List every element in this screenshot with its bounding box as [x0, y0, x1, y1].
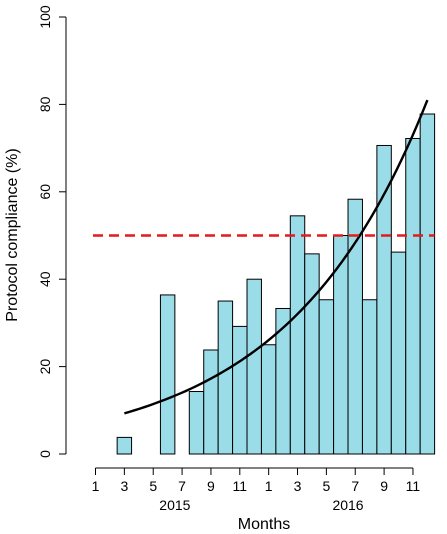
bar [419, 113, 436, 455]
y-tick-label: 100 [37, 5, 53, 29]
bar [246, 278, 262, 455]
bar [260, 344, 277, 455]
x-tick-label: 9 [207, 478, 215, 494]
x-tick-label: 1 [265, 478, 273, 494]
x-tick-label: 11 [406, 478, 421, 494]
y-axis: 0 20 40 60 80 100 [37, 5, 67, 458]
y-tick-label: 60 [37, 184, 53, 200]
bar [289, 215, 306, 455]
bar [159, 294, 176, 455]
year-label: 2016 [332, 497, 363, 513]
bar [217, 300, 234, 455]
y-axis-label: Protocol compliance (%) [4, 148, 21, 321]
x-tick-label: 7 [351, 478, 359, 494]
y-tick-label: 20 [37, 359, 53, 375]
bar [203, 349, 219, 455]
x-tick-label: 3 [120, 478, 128, 494]
trend-curve [124, 99, 429, 415]
bar [232, 325, 248, 455]
y-tick-label: 80 [37, 96, 53, 112]
y-tick-label: 40 [37, 271, 53, 287]
x-tick-label: 5 [149, 478, 157, 494]
x-axis-label: Months [238, 516, 290, 533]
x-tick-label: 9 [380, 478, 388, 494]
x-tick-label: 7 [178, 478, 186, 494]
bar [318, 299, 335, 455]
x-tick-label: 3 [294, 478, 302, 494]
bar [347, 198, 363, 455]
x-tick-label: 1 [92, 478, 100, 494]
bar [390, 251, 407, 455]
year-label: 2015 [159, 497, 190, 513]
y-tick-label: 0 [37, 450, 53, 458]
x-tick-label: 11 [233, 478, 248, 494]
year-labels: 2015 2016 [159, 497, 364, 513]
bar [116, 436, 133, 455]
bar [304, 253, 320, 455]
bar [188, 391, 205, 455]
x-tick-label: 5 [322, 478, 330, 494]
x-axis: 1 3 5 7 9 11 1 3 5 7 9 11 [92, 467, 421, 494]
bar [405, 137, 421, 455]
bar [361, 299, 378, 455]
bar [275, 307, 291, 455]
bars [116, 113, 436, 455]
